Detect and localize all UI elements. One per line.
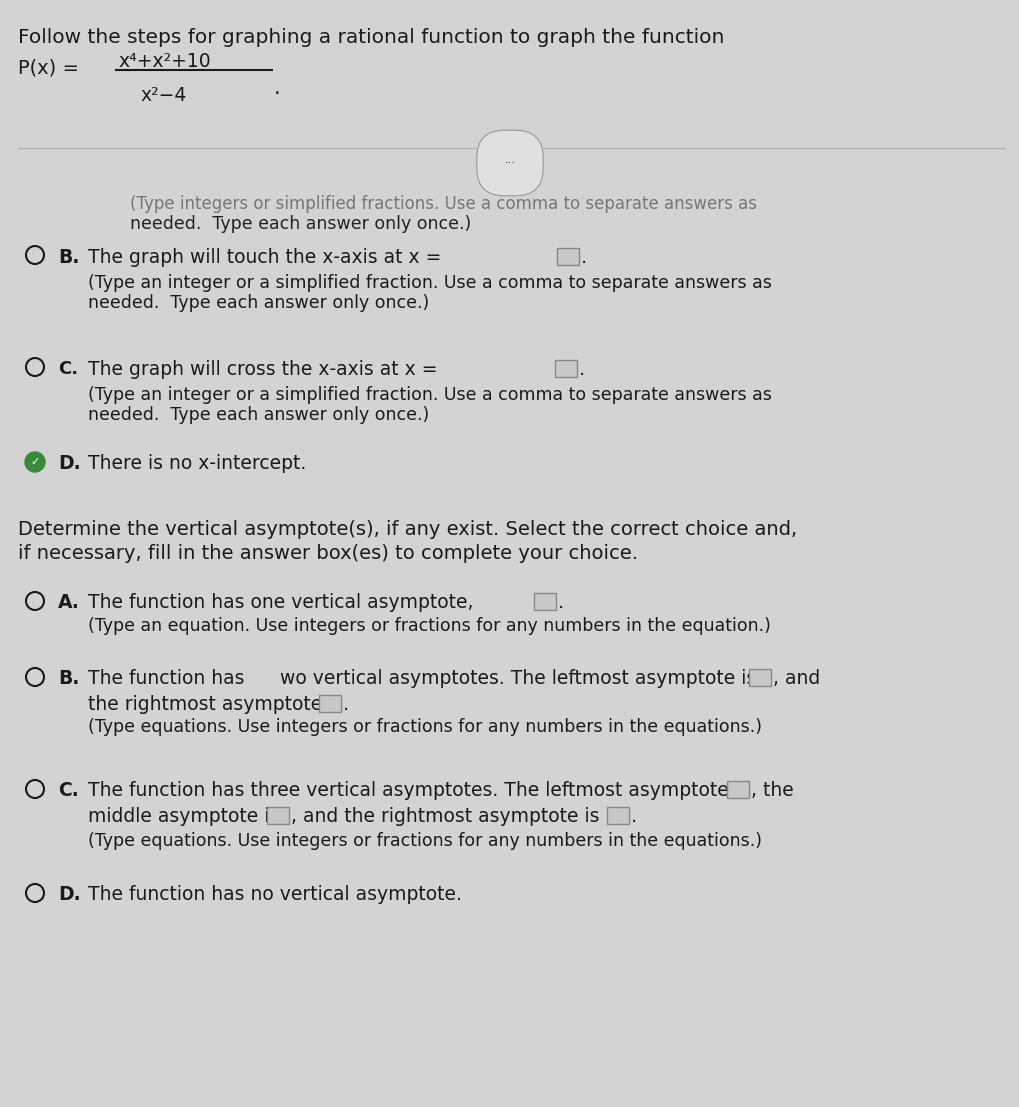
Text: x⁴+x²+10: x⁴+x²+10 bbox=[118, 52, 210, 71]
Text: (Type an integer or a simplified fraction. Use a comma to separate answers as: (Type an integer or a simplified fractio… bbox=[88, 386, 771, 404]
Text: .: . bbox=[274, 77, 280, 99]
Text: B.: B. bbox=[58, 248, 79, 267]
Text: Follow the steps for graphing a rational function to graph the function: Follow the steps for graphing a rational… bbox=[18, 28, 723, 46]
Text: needed.  Type each answer only once.): needed. Type each answer only once.) bbox=[129, 215, 471, 232]
Text: if necessary, fill in the answer box(es) to complete your choice.: if necessary, fill in the answer box(es)… bbox=[18, 544, 637, 563]
Text: needed.  Type each answer only once.): needed. Type each answer only once.) bbox=[88, 406, 429, 424]
Text: C.: C. bbox=[58, 360, 78, 377]
Text: The graph will cross the x-axis at x =: The graph will cross the x-axis at x = bbox=[88, 360, 437, 379]
FancyBboxPatch shape bbox=[554, 360, 577, 376]
Text: middle asymptote is: middle asymptote is bbox=[88, 807, 279, 826]
FancyBboxPatch shape bbox=[534, 592, 555, 610]
Text: .: . bbox=[579, 360, 585, 379]
Text: .: . bbox=[631, 807, 637, 826]
Text: Determine the vertical asymptote(s), if any exist. Select the correct choice and: Determine the vertical asymptote(s), if … bbox=[18, 520, 796, 539]
FancyBboxPatch shape bbox=[267, 807, 288, 824]
Text: C.: C. bbox=[58, 782, 78, 800]
Text: , the: , the bbox=[750, 782, 793, 800]
Text: (Type an integer or a simplified fraction. Use a comma to separate answers as: (Type an integer or a simplified fractio… bbox=[88, 275, 771, 292]
Text: the rightmost asymptote is: the rightmost asymptote is bbox=[88, 695, 343, 714]
FancyBboxPatch shape bbox=[556, 248, 579, 265]
Text: .: . bbox=[557, 593, 564, 612]
Text: ···: ··· bbox=[504, 158, 515, 168]
Text: B.: B. bbox=[58, 669, 79, 687]
Text: needed.  Type each answer only once.): needed. Type each answer only once.) bbox=[88, 294, 429, 312]
Text: The function has no vertical asymptote.: The function has no vertical asymptote. bbox=[88, 884, 462, 904]
Text: D.: D. bbox=[58, 454, 81, 473]
FancyBboxPatch shape bbox=[727, 780, 748, 797]
Text: .: . bbox=[581, 248, 587, 267]
Text: (Type integers or simplified fractions. Use a comma to separate answers as: (Type integers or simplified fractions. … bbox=[129, 195, 756, 213]
Circle shape bbox=[25, 452, 45, 472]
Text: wo vertical asymptotes. The leftmost asymptote is: wo vertical asymptotes. The leftmost asy… bbox=[280, 669, 755, 687]
FancyBboxPatch shape bbox=[748, 669, 770, 685]
Text: , and: , and bbox=[772, 669, 819, 687]
FancyBboxPatch shape bbox=[319, 694, 340, 712]
Text: (Type equations. Use integers or fractions for any numbers in the equations.): (Type equations. Use integers or fractio… bbox=[88, 832, 761, 850]
Text: , and the rightmost asymptote is: , and the rightmost asymptote is bbox=[290, 807, 599, 826]
Text: The graph will touch the x-axis at x =: The graph will touch the x-axis at x = bbox=[88, 248, 441, 267]
Text: D.: D. bbox=[58, 884, 81, 904]
Text: (Type an equation. Use integers or fractions for any numbers in the equation.): (Type an equation. Use integers or fract… bbox=[88, 617, 770, 635]
Text: There is no x-intercept.: There is no x-intercept. bbox=[88, 454, 306, 473]
Text: P(x) =: P(x) = bbox=[18, 58, 78, 77]
Text: (Type equations. Use integers or fractions for any numbers in the equations.): (Type equations. Use integers or fractio… bbox=[88, 718, 761, 736]
Text: The function has three vertical asymptotes. The leftmost asymptote is: The function has three vertical asymptot… bbox=[88, 782, 749, 800]
Text: .: . bbox=[342, 695, 348, 714]
Text: x²−4: x²−4 bbox=[140, 86, 186, 105]
Text: The function has: The function has bbox=[88, 669, 251, 687]
Text: A.: A. bbox=[58, 593, 79, 612]
Text: ✓: ✓ bbox=[31, 457, 40, 467]
FancyBboxPatch shape bbox=[606, 807, 629, 824]
Text: The function has one vertical asymptote,: The function has one vertical asymptote, bbox=[88, 593, 473, 612]
